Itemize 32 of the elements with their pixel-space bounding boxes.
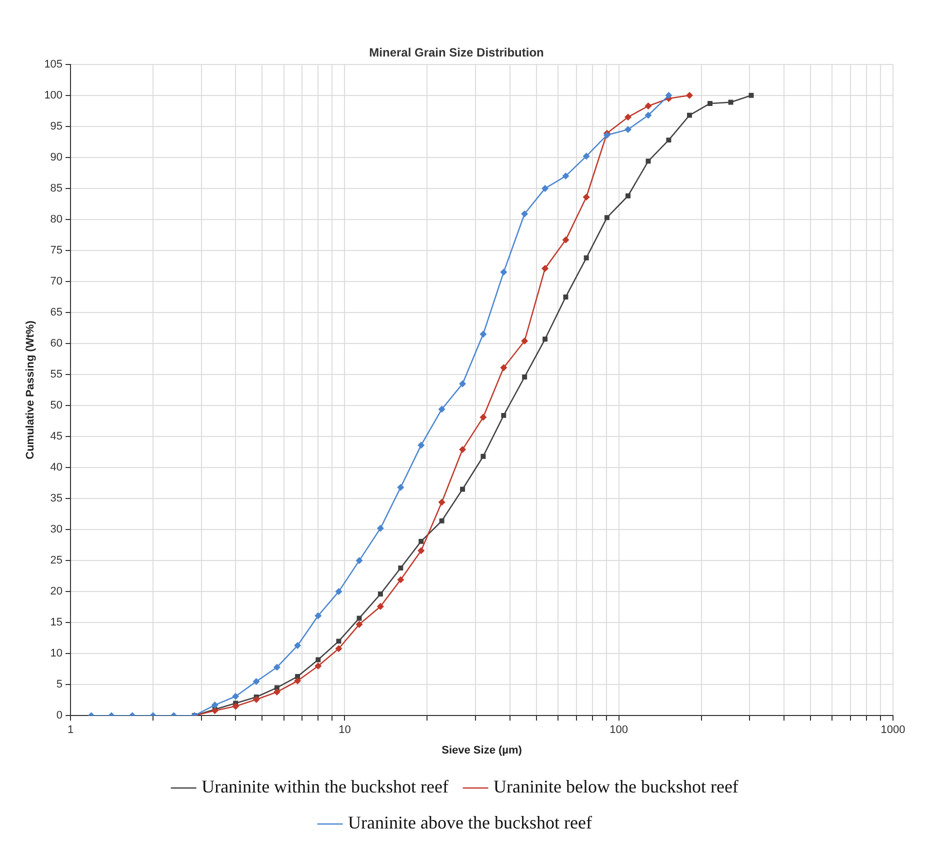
y-tick-label: 70 [50,276,63,288]
y-tick-label: 50 [50,400,63,412]
y-tick-label: 60 [50,338,63,350]
y-tick-label: 90 [50,151,63,164]
y-tick-label: 105 [44,58,63,70]
y-tick-label: 85 [50,182,63,194]
y-tick-label: 95 [50,120,63,132]
y-axis-title: Cumulative Passing (Wt%) [24,320,37,460]
y-tick-label: 80 [50,213,63,226]
x-tick-label: 10 [338,724,351,736]
y-tick-label: 20 [50,586,63,598]
y-tick-label: 0 [56,710,63,722]
y-tick-label: 55 [50,368,63,381]
x-tick-label: 100 [610,724,628,736]
y-tick-label: 65 [50,306,63,319]
y-tick-label: 35 [50,492,63,505]
legend-label: Uraninite below the buckshot reef [494,776,738,797]
x-tick-label: 1000 [880,724,906,736]
y-tick-label: 30 [50,524,63,536]
y-tick-label: 40 [50,462,63,474]
y-tick-label: 5 [56,678,63,691]
chart-title: Mineral Grain Size Distribution [369,46,544,60]
legend-label: Uraninite above the buckshot reef [348,812,592,833]
y-tick-label: 100 [44,89,63,102]
legend-label: Uraninite within the buckshot reef [202,776,449,797]
x-tick-label: 1 [67,724,74,736]
x-axis-title: Sieve Size (µm) [442,744,522,756]
y-tick-label: 25 [50,554,63,567]
y-tick-label: 15 [50,616,63,629]
y-tick-label: 75 [50,244,63,256]
y-tick-label: 10 [50,648,63,660]
y-tick-label: 45 [50,430,63,443]
